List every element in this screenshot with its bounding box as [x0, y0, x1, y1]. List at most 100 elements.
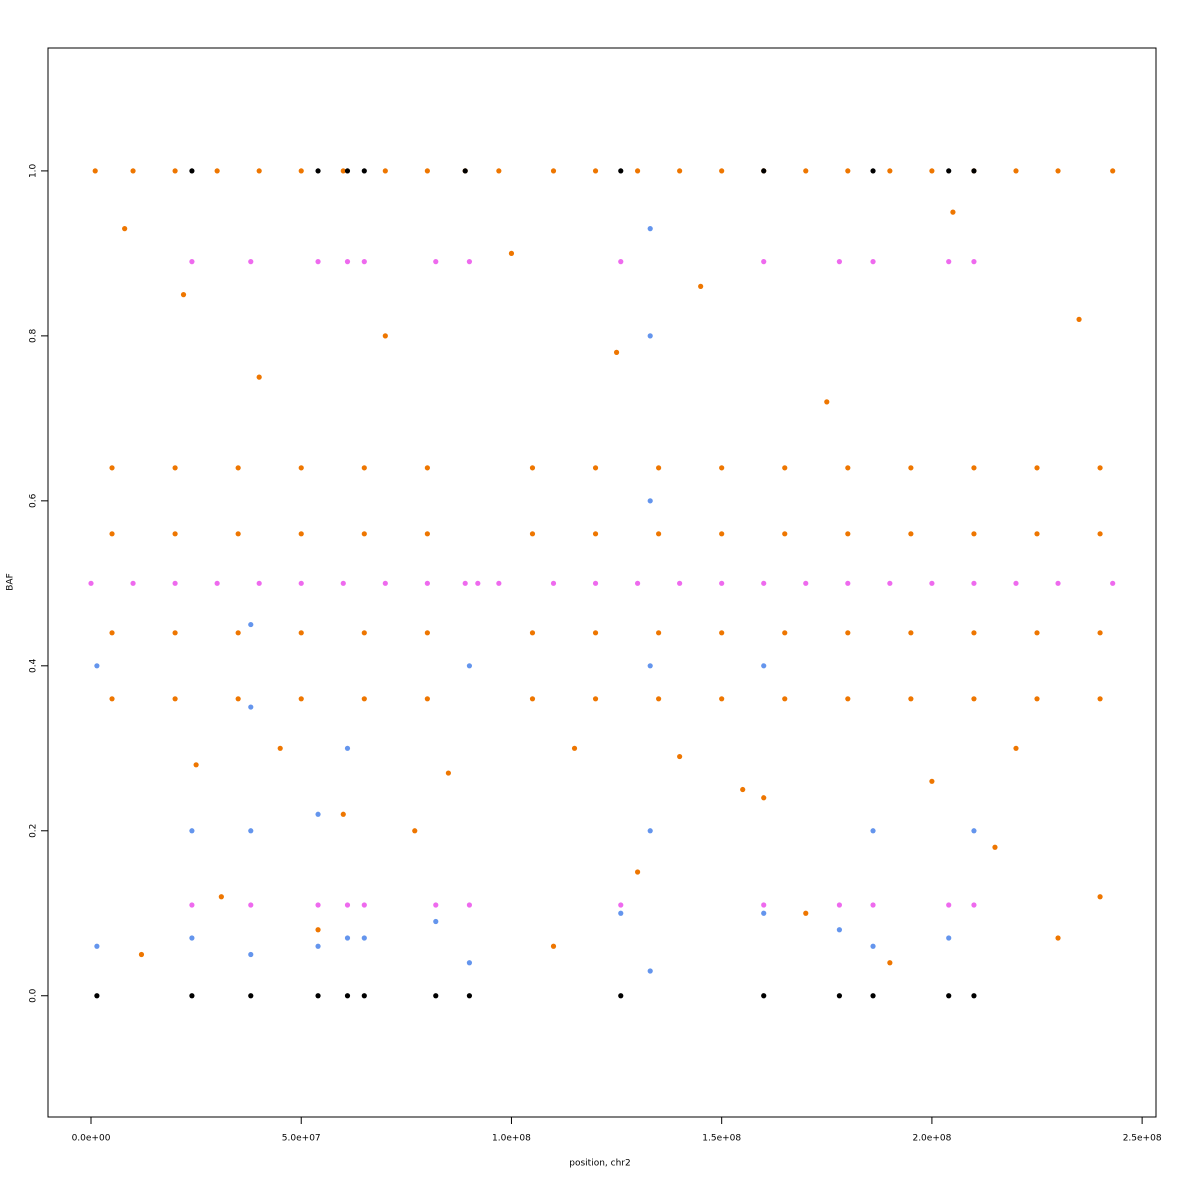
point [361, 696, 367, 702]
point [971, 902, 977, 908]
point [634, 580, 641, 586]
y-tick-label: 0.0 [29, 988, 39, 1003]
point [433, 993, 439, 999]
point [189, 902, 195, 908]
point [433, 902, 439, 908]
point [761, 168, 767, 174]
point [761, 993, 767, 999]
point [94, 663, 100, 669]
point [172, 168, 178, 174]
point [94, 943, 100, 949]
point [946, 168, 952, 174]
point [647, 498, 653, 504]
point [382, 168, 388, 174]
point [870, 943, 876, 949]
point [508, 250, 515, 256]
point [887, 168, 893, 174]
point [445, 770, 451, 776]
point [298, 696, 304, 702]
point [315, 943, 321, 949]
point [189, 993, 195, 999]
point [782, 531, 788, 537]
point [550, 580, 557, 586]
point [647, 968, 653, 974]
point [618, 259, 624, 265]
point [92, 168, 98, 174]
point [172, 531, 178, 537]
point [740, 786, 746, 793]
point [424, 630, 430, 636]
point [719, 465, 725, 471]
point [592, 465, 599, 471]
point [94, 993, 100, 999]
y-tick-label: 0.8 [29, 328, 39, 343]
point [836, 993, 843, 999]
point [172, 580, 178, 586]
point [424, 696, 430, 702]
point [130, 580, 136, 586]
point [592, 531, 599, 537]
point [340, 811, 346, 817]
point [315, 993, 321, 999]
point [315, 902, 321, 908]
point [235, 531, 241, 537]
point [344, 993, 351, 999]
point [550, 943, 557, 949]
point [761, 663, 767, 669]
point [298, 630, 304, 636]
point [235, 630, 241, 636]
y-axis-title: BAF [6, 573, 16, 591]
point [298, 531, 304, 537]
point [189, 828, 195, 834]
point [761, 910, 767, 916]
point [719, 531, 725, 537]
point [971, 580, 977, 586]
point [214, 580, 220, 586]
point [193, 762, 199, 768]
point [1076, 316, 1082, 322]
point [761, 795, 767, 801]
point [618, 902, 624, 908]
point [946, 993, 952, 999]
point [571, 745, 578, 751]
point [971, 531, 977, 537]
point [946, 902, 952, 908]
point [529, 696, 536, 702]
point [433, 259, 439, 265]
point [836, 902, 843, 908]
point [719, 580, 725, 586]
point [618, 168, 624, 174]
point [618, 910, 624, 916]
point [803, 910, 809, 916]
point [971, 828, 977, 834]
point [908, 531, 914, 537]
point [344, 935, 351, 941]
point [908, 696, 914, 702]
point [172, 465, 178, 471]
point [214, 168, 220, 174]
point [361, 259, 367, 265]
point [845, 696, 851, 702]
point [1097, 894, 1103, 900]
x-tick-label: 2.0e+08 [912, 1134, 951, 1144]
point [634, 869, 641, 875]
point [592, 696, 599, 702]
point [1034, 696, 1040, 702]
point [277, 745, 283, 751]
point [992, 844, 998, 850]
point [719, 168, 725, 174]
point [592, 630, 599, 636]
point [256, 580, 262, 586]
point [618, 993, 624, 999]
point [475, 580, 481, 586]
point [382, 580, 388, 586]
x-tick-label: 2.5e+08 [1123, 1134, 1162, 1144]
point [870, 902, 876, 908]
point [298, 580, 304, 586]
point [761, 902, 767, 908]
point [496, 580, 502, 586]
point [466, 902, 473, 908]
point [172, 696, 178, 702]
point [908, 465, 914, 471]
